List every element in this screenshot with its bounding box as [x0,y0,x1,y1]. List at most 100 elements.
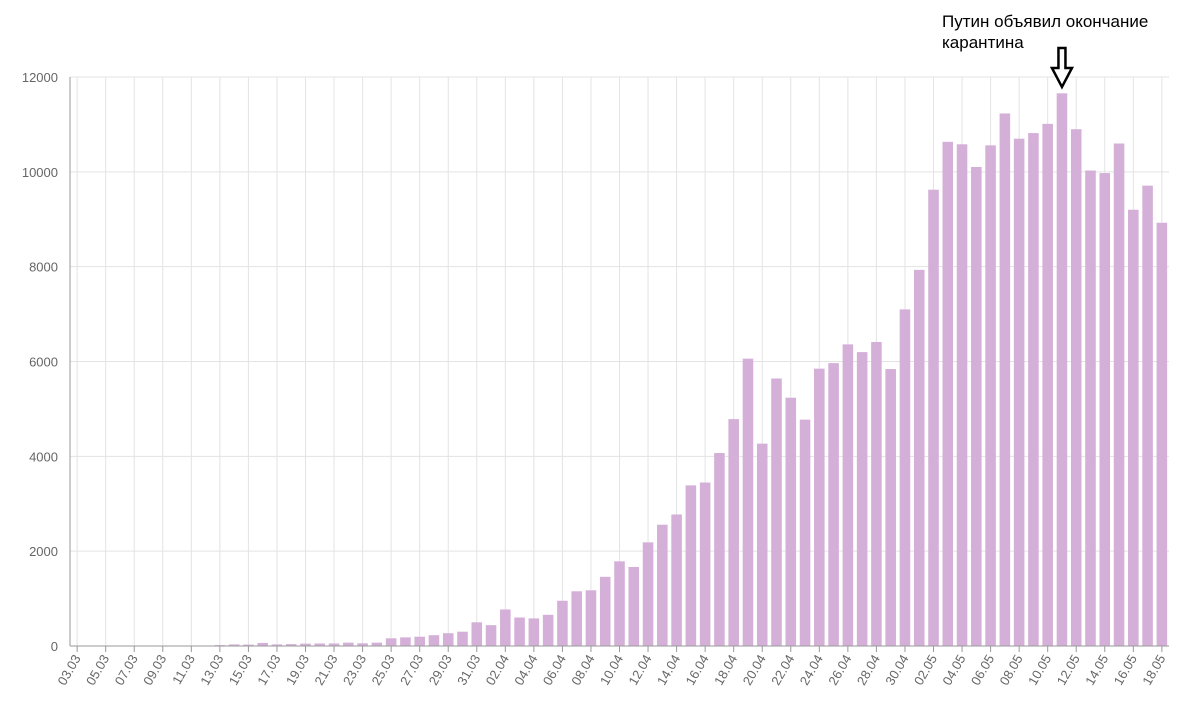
x-tick-label: 14.04 [654,652,683,688]
x-tick-label: 04.04 [511,652,540,688]
bar [228,644,240,646]
bar [1070,129,1082,646]
bar [799,419,811,646]
bar [285,644,297,646]
bar [614,561,625,646]
x-tick-label: 08.05 [996,652,1025,688]
y-tick-label: 0 [51,639,58,654]
x-tick-label: 02.05 [911,652,940,688]
x-tick-label: 05.03 [83,652,112,688]
x-tick-label: 18.04 [711,652,740,688]
bar [1113,143,1125,647]
bar [328,643,340,646]
bar [500,609,511,646]
x-tick-label: 19.03 [283,652,312,688]
y-tick-label: 8000 [29,260,58,275]
x-tick-label: 31.03 [454,652,483,688]
x-tick-label: 06.05 [968,652,997,688]
bar [928,189,939,646]
y-axis-ticks: 0 2000 4000 6000 8000 10000 12000 [22,70,58,654]
bar [971,166,982,646]
x-tick-label: 22.04 [768,652,797,688]
x-tick-label: 24.04 [797,652,826,688]
bar [257,642,268,646]
x-tick-label: 14.05 [1082,652,1111,688]
x-tick-label: 18.05 [1139,652,1168,688]
bar [385,638,397,646]
bar [599,576,611,646]
x-tick-label: 07.03 [112,652,141,688]
x-tick-label: 06.04 [540,652,569,688]
y-tick-label: 12000 [22,70,58,85]
bar [528,618,540,646]
y-tick-label: 4000 [29,449,58,464]
bar [400,637,411,646]
x-tick-label: 23.03 [340,652,369,688]
bar [785,397,797,646]
bar [871,342,882,646]
bar [842,344,854,646]
bar [243,644,254,646]
bar [1128,209,1139,646]
bar [1156,222,1168,646]
bar [357,643,368,646]
x-tick-label: 15.03 [226,652,255,688]
y-tick-label: 2000 [29,544,58,559]
bar [714,453,725,646]
x-tick-label: 16.04 [682,652,711,688]
x-tick-label: 16.05 [1111,652,1140,688]
x-tick-label: 09.03 [140,652,169,688]
bar [828,363,839,646]
bar [571,591,582,646]
bar [942,141,954,646]
x-tick-label: 12.04 [625,652,654,688]
x-tick-label: 27.03 [397,652,426,688]
bar [542,614,554,646]
x-tick-label: 03.03 [54,652,83,688]
x-tick-label: 10.05 [1025,652,1054,688]
bar [557,600,568,646]
bar [1142,185,1153,646]
bar [913,269,925,646]
x-axis-ticks: 03.03 05.03 07.03 09.03 11.03 13.03 15.03 17.03… [54,652,1168,688]
x-tick-label: 25.03 [368,652,397,688]
bar [457,631,468,646]
x-tick-label: 30.04 [882,652,911,688]
x-tick-label: 13.03 [197,652,226,688]
bar [856,352,868,646]
bar [428,635,440,646]
x-tick-label: 21.03 [311,652,340,688]
bar [1042,123,1053,647]
x-tick-label: 11.03 [169,652,198,687]
chart-bars [71,93,1168,647]
bar [985,145,996,646]
annotation-arrow-icon [1049,46,1075,90]
x-tick-label: 08.04 [568,652,597,688]
bar [885,369,896,646]
bar [699,482,711,646]
down-arrow-icon [1049,46,1075,90]
bar [628,566,640,646]
x-tick-label: 02.04 [483,652,512,688]
bar [371,642,383,646]
bar [585,590,597,646]
x-tick-label: 04.05 [939,652,968,688]
annotation-text: Путин объявил окончание карантина [942,12,1149,52]
bar [1013,138,1025,646]
chart-axes [69,77,1169,652]
bar [1099,173,1111,646]
bar [642,542,654,646]
bar [343,642,354,646]
bar [1028,133,1039,646]
bar [685,485,697,646]
x-tick-label: 20.04 [740,652,769,688]
x-tick-label: 17.03 [254,652,283,688]
bar [956,144,968,647]
x-tick-label: 12.05 [1054,652,1083,688]
bar [442,633,454,646]
bar [414,636,425,646]
bar [756,443,768,646]
x-tick-label: 26.04 [825,652,854,688]
bar [999,113,1011,646]
